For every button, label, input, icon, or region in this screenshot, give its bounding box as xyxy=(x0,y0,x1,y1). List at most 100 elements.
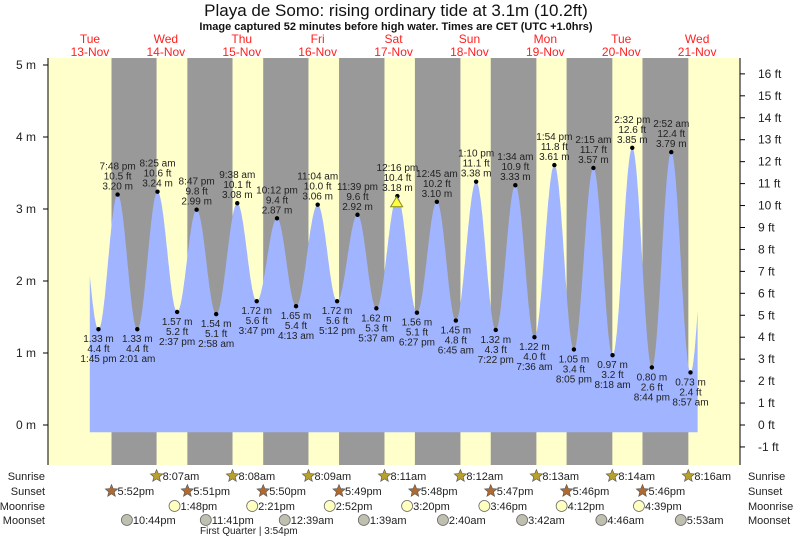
right-tick-label: 1 ft xyxy=(758,396,775,410)
sunrise-time-label: 8:14am xyxy=(618,471,655,483)
low-tide-point xyxy=(571,347,577,352)
day-name-label: Tue xyxy=(80,32,101,46)
high-tide-point xyxy=(513,183,518,188)
low-tide-ft-label: 3.2 ft xyxy=(601,370,623,381)
high-tide-ft-label: 9.8 ft xyxy=(186,187,208,198)
sunset-time-label: 5:52pm xyxy=(118,486,155,498)
moonset-moon-icon xyxy=(437,514,449,526)
sunrise-time-label: 8:13am xyxy=(542,471,579,483)
sunset-sun-icon xyxy=(559,483,574,497)
low-tide-point xyxy=(96,327,101,332)
moonset-time-label: 12:39am xyxy=(291,515,334,527)
low-tide-point xyxy=(174,309,180,315)
moonset-time-label: 4:46am xyxy=(607,515,644,527)
low-tide-ft-label: 5.6 ft xyxy=(326,316,348,327)
moonrise-time-label: 3:46pm xyxy=(490,501,527,513)
high-tide-time-label: 1:54 pm xyxy=(536,132,572,143)
low-tide-ft-label: 5.1 ft xyxy=(205,329,227,340)
low-tide-ft-label: 4.8 ft xyxy=(445,336,467,347)
moonrise-time-label: 1:48pm xyxy=(181,501,218,513)
sunset-time-label: 5:49pm xyxy=(345,486,382,498)
moonset-moon-icon xyxy=(199,514,212,526)
high-tide-m-label: 2.87 m xyxy=(262,205,293,216)
high-tide-point xyxy=(194,207,199,212)
low-tide-m-label: 1.54 m xyxy=(201,319,232,330)
low-tide-time-label: 6:45 am xyxy=(438,346,474,357)
high-tide-ft-label: 9.4 ft xyxy=(266,195,288,206)
right-tick-label: 2 ft xyxy=(758,374,775,388)
day-name-label: Sat xyxy=(385,32,404,46)
day-name-label: Tue xyxy=(611,32,632,46)
high-tide-m-label: 3.79 m xyxy=(656,139,687,150)
sunrise-sun-icon xyxy=(605,468,620,482)
high-tide-m-label: 3.18 m xyxy=(382,183,413,194)
high-tide-ft-label: 11.7 ft xyxy=(580,145,607,156)
right-tick-label: 10 ft xyxy=(758,199,782,213)
sunset-sun-icon xyxy=(104,483,119,497)
sunset-sun-icon xyxy=(635,483,650,497)
high-tide-point xyxy=(315,202,320,207)
moonrise-time-label: 2:52pm xyxy=(336,501,373,513)
low-tide-point xyxy=(334,298,340,304)
low-tide-ft-label: 5.3 ft xyxy=(365,323,387,334)
left-tick-label: 2 m xyxy=(16,274,36,288)
right-tick-label: 5 ft xyxy=(758,308,775,322)
low-tide-time-label: 6:27 pm xyxy=(399,338,435,349)
high-tide-point xyxy=(552,162,557,168)
high-tide-time-label: 1:10 pm xyxy=(458,149,494,160)
moonset-time-label: 3:42am xyxy=(528,515,565,527)
high-tide-time-label: 10:12 pm xyxy=(256,185,298,196)
right-tick-label: 11 ft xyxy=(758,177,781,191)
high-tide-m-label: 3.20 m xyxy=(102,182,133,193)
sun-moon-rows: Sunrise Sunrise 8:07am 8:08am 8:09am 8:11am 8:… xyxy=(0,468,793,527)
moonrise-moon-icon xyxy=(246,500,259,512)
sunset-row-label-left: Sunset xyxy=(11,486,45,498)
low-tide-m-label: 1.72 m xyxy=(322,306,353,317)
low-tide-m-label: 1.33 m xyxy=(83,334,114,345)
moonrise-time-label: 3:20pm xyxy=(413,501,450,513)
moonset-time-label: 11:41pm xyxy=(212,515,254,527)
day-name-label: Wed xyxy=(685,32,709,46)
high-tide-time-label: 11:39 pm xyxy=(337,182,378,193)
low-tide-point xyxy=(414,310,420,315)
high-tide-time-label: 12:16 pm xyxy=(377,163,419,174)
left-tick-label: 3 m xyxy=(16,202,36,216)
moonrise-moon-icon xyxy=(401,500,413,512)
moonrise-moon-icon xyxy=(633,500,645,512)
right-tick-label: 7 ft xyxy=(758,264,775,278)
high-tide-point xyxy=(630,145,635,150)
high-tide-ft-label: 10.4 ft xyxy=(383,173,411,184)
chart-title: Playa de Somo: rising ordinary tide at 3… xyxy=(204,1,588,20)
low-tide-ft-label: 4.3 ft xyxy=(485,345,507,356)
sunset-sun-icon xyxy=(483,483,498,497)
low-tide-m-label: 1.57 m xyxy=(162,317,193,328)
high-tide-m-label: 3.57 m xyxy=(578,155,609,166)
sunrise-time-label: 8:16am xyxy=(694,471,731,483)
right-tick-label: 12 ft xyxy=(758,155,782,169)
sunrise-time-label: 8:07am xyxy=(163,471,200,483)
sunrise-sun-icon xyxy=(301,468,316,482)
sunrise-row-label-right: Sunrise xyxy=(748,471,785,483)
sunset-time-label: 5:46pm xyxy=(648,486,685,498)
sunrise-time-label: 8:11am xyxy=(390,471,426,483)
low-tide-m-label: 1.45 m xyxy=(441,326,472,337)
high-tide-m-label: 3.10 m xyxy=(422,189,453,200)
low-tide-ft-label: 2.6 ft xyxy=(641,382,663,393)
high-tide-ft-label: 10.0 ft xyxy=(304,182,332,193)
right-tick-label: 4 ft xyxy=(758,330,775,344)
low-tide-point xyxy=(453,318,459,323)
moonset-moon-icon xyxy=(120,514,133,526)
high-tide-ft-label: 9.6 ft xyxy=(346,192,368,203)
high-tide-point xyxy=(274,216,280,221)
high-tide-time-label: 2:15 am xyxy=(575,135,611,146)
day-labels: Tue13-NovWed14-NovThu15-NovFri16-NovSat1… xyxy=(71,32,717,59)
low-tide-ft-label: 5.2 ft xyxy=(166,327,188,338)
high-tide-ft-label: 12.6 ft xyxy=(618,125,646,136)
high-tide-time-label: 9:38 am xyxy=(219,170,255,181)
current-tide-marker xyxy=(389,195,404,208)
sunset-sun-icon xyxy=(332,483,346,497)
low-tide-time-label: 2:01 am xyxy=(119,354,155,365)
high-tide-time-label: 11:04 am xyxy=(297,172,338,183)
moonset-moon-icon xyxy=(595,514,608,526)
